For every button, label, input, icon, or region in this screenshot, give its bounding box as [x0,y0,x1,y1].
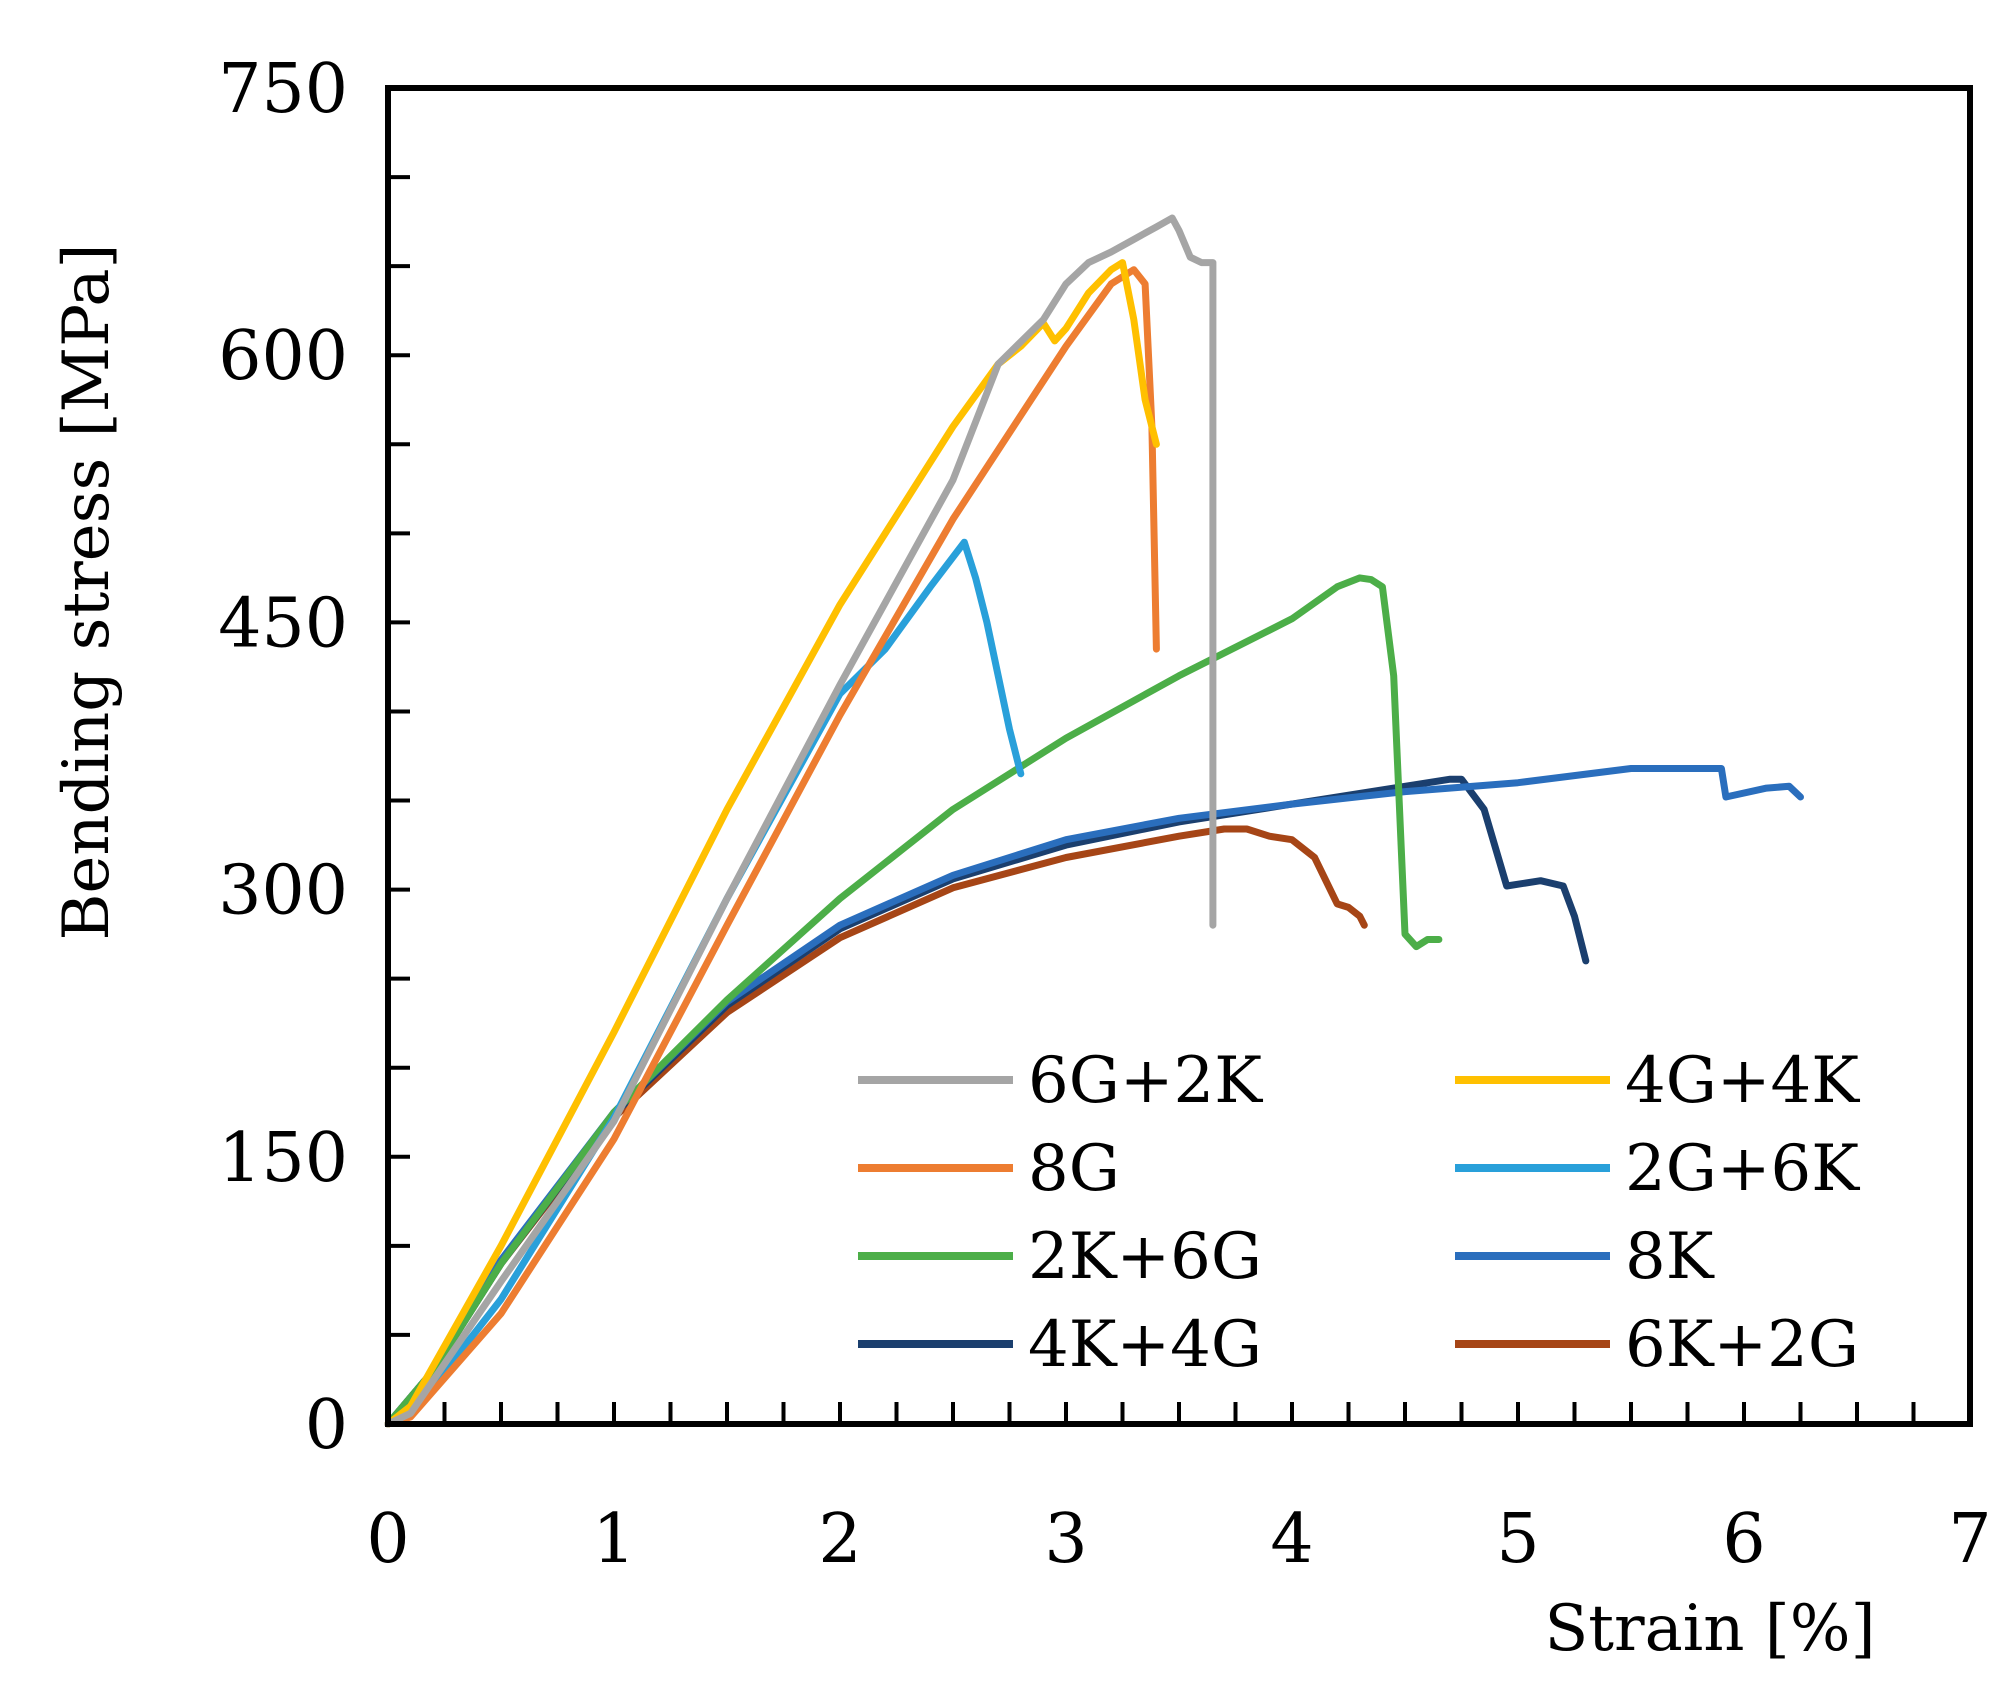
x-tick-label: 2 [818,1500,861,1579]
y-axis-title: Bending stress [MPa] [50,244,124,941]
legend-label-4g-plus-4k: 4G+4K [1625,1044,1860,1118]
legend-label-2k-plus-6g: 2K+6G [1028,1220,1262,1294]
x-tick-label: 0 [366,1500,409,1579]
y-tick-label: 450 [218,584,348,663]
legend-label-4k-plus-4g: 4K+4G [1028,1308,1262,1382]
x-tick-labels: 0 1 2 3 4 5 6 7 [366,1500,1991,1579]
series-line-8g [384,266,1160,1428]
axis-ticks [386,86,1972,1426]
legend: 6G+2K 4G+4K 8G 2G+6K 2K+6G 8K 4K+4G 6K+2G [858,1044,1860,1382]
legend-label-8g: 8G [1028,1132,1120,1206]
x-tick-label: 7 [1948,1500,1991,1579]
legend-label-2g-plus-6k: 2G+6K [1625,1132,1860,1206]
x-tick-label: 1 [592,1500,635,1579]
x-tick-label: 6 [1722,1500,1765,1579]
plot-frame [385,85,1973,1427]
y-tick-label: 150 [218,1119,348,1198]
series-line-6g-plus-2k [384,214,1217,1428]
y-tick-label: 300 [218,852,348,931]
y-tick-label: 0 [305,1386,348,1465]
x-axis-title: Strain [%] [1544,1592,1875,1666]
legend-label-6g-plus-2k: 6G+2K [1028,1044,1263,1118]
y-tick-labels: 0 150 300 450 600 750 [218,50,348,1465]
y-tick-label: 600 [218,317,348,396]
x-tick-label: 3 [1044,1500,1087,1579]
legend-label-6k-plus-2g: 6K+2G [1625,1308,1859,1382]
y-tick-label: 750 [218,50,348,129]
series-line-2g-plus-6k [384,538,1025,1428]
x-tick-label: 5 [1496,1500,1539,1579]
series-lines [384,214,1804,1428]
x-tick-label: 4 [1270,1500,1313,1579]
legend-label-8k: 8K [1625,1220,1715,1294]
